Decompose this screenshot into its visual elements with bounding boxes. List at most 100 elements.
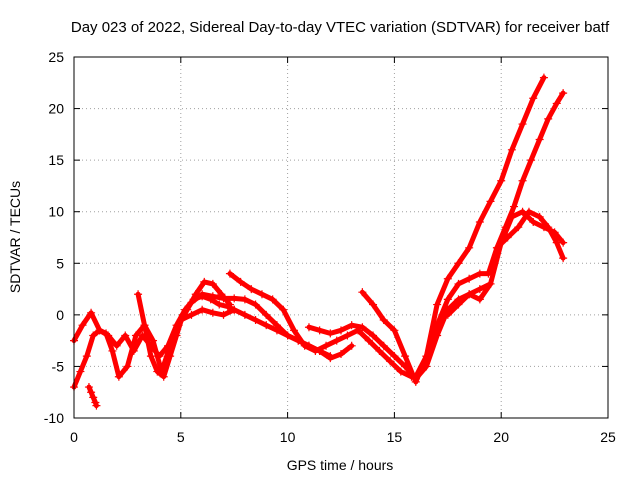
data-point (524, 207, 533, 216)
series-sat-track-f (225, 269, 416, 381)
data-point (552, 99, 561, 108)
data-point (492, 243, 501, 252)
x-tick-label: 0 (70, 429, 78, 445)
data-point (140, 321, 149, 330)
data-point (89, 393, 98, 402)
series-trace (227, 271, 414, 380)
data-point (172, 331, 181, 340)
data-point (326, 354, 335, 363)
data-point (465, 243, 474, 252)
data-point (401, 352, 410, 361)
data-point (529, 94, 538, 103)
data-point (475, 269, 484, 278)
data-point (475, 218, 484, 227)
data-point (262, 321, 271, 330)
data-point (507, 212, 516, 221)
data-point (95, 326, 104, 335)
x-tick-label: 25 (600, 429, 616, 445)
plus-markers (84, 383, 101, 410)
data-point (146, 352, 155, 361)
plus-markers (443, 207, 568, 319)
data-point (332, 336, 341, 345)
series-sat-track-i (411, 89, 568, 381)
y-tick-label: 25 (48, 49, 64, 65)
data-point (507, 145, 516, 154)
data-point (187, 310, 196, 319)
data-point (552, 238, 561, 247)
data-point (503, 233, 512, 242)
data-point (251, 300, 260, 309)
x-tick-label: 10 (280, 429, 296, 445)
y-tick-label: 0 (56, 307, 64, 323)
series-sat-track-k (492, 207, 568, 263)
data-point (454, 300, 463, 309)
data-point (539, 73, 548, 82)
axis-ticks: 0 5 10 15 20 25 -10 -5 0 5 10 15 20 25 (44, 49, 616, 445)
y-axis-label: SDTVAR / TECUs (7, 181, 23, 293)
data-point (326, 329, 335, 338)
data-point (176, 316, 185, 325)
data-point (102, 329, 111, 338)
data-point (454, 259, 463, 268)
data-point (475, 295, 484, 304)
data-point (225, 300, 234, 309)
series-sat-track-d (134, 290, 335, 381)
data-point (247, 285, 256, 294)
data-point (198, 290, 207, 299)
y-tick-label: 15 (48, 152, 64, 168)
data-point (78, 321, 87, 330)
data-point (396, 367, 405, 376)
plus-markers (358, 73, 548, 386)
data-point (215, 300, 224, 309)
data-point (322, 341, 331, 350)
data-point (433, 321, 442, 330)
data-point (153, 367, 162, 376)
data-point (369, 300, 378, 309)
data-point (497, 176, 506, 185)
data-point (379, 341, 388, 350)
data-point (337, 350, 345, 359)
data-point (290, 326, 299, 335)
plus-markers (225, 269, 416, 381)
y-tick-label: 20 (48, 101, 64, 117)
data-point (76, 367, 85, 376)
data-point (514, 223, 523, 232)
data-point (240, 310, 249, 319)
data-point (486, 279, 495, 288)
data-point (411, 372, 420, 381)
data-point (108, 346, 117, 355)
data-point (240, 295, 249, 304)
data-point (279, 305, 288, 314)
data-point (390, 352, 399, 361)
data-point (337, 326, 345, 335)
data-point (465, 290, 474, 299)
data-point (208, 279, 217, 288)
data-point (433, 300, 442, 309)
data-point (304, 323, 313, 332)
chart-title: Day 023 of 2022, Sidereal Day-to-day VTE… (71, 19, 610, 36)
data-point (443, 295, 452, 304)
data-point (262, 310, 271, 319)
data-point (390, 326, 399, 335)
data-point (544, 114, 553, 123)
data-point (251, 316, 260, 325)
series-sat-track-e (176, 305, 356, 363)
x-tick-label: 15 (387, 429, 403, 445)
data-point (92, 401, 101, 410)
data-point (121, 331, 130, 340)
data-point (230, 305, 239, 314)
data-point (230, 294, 239, 303)
data-point (475, 285, 484, 294)
data-point (358, 323, 367, 332)
series-trace (494, 209, 566, 261)
data-point (84, 383, 93, 392)
y-tick-label: 10 (48, 204, 64, 220)
data-point (518, 176, 527, 185)
data-point (454, 279, 463, 288)
data-point (198, 305, 207, 314)
data-point (535, 212, 544, 221)
y-tick-label: 5 (56, 255, 64, 271)
data-point (518, 120, 527, 129)
data-point (149, 336, 158, 345)
